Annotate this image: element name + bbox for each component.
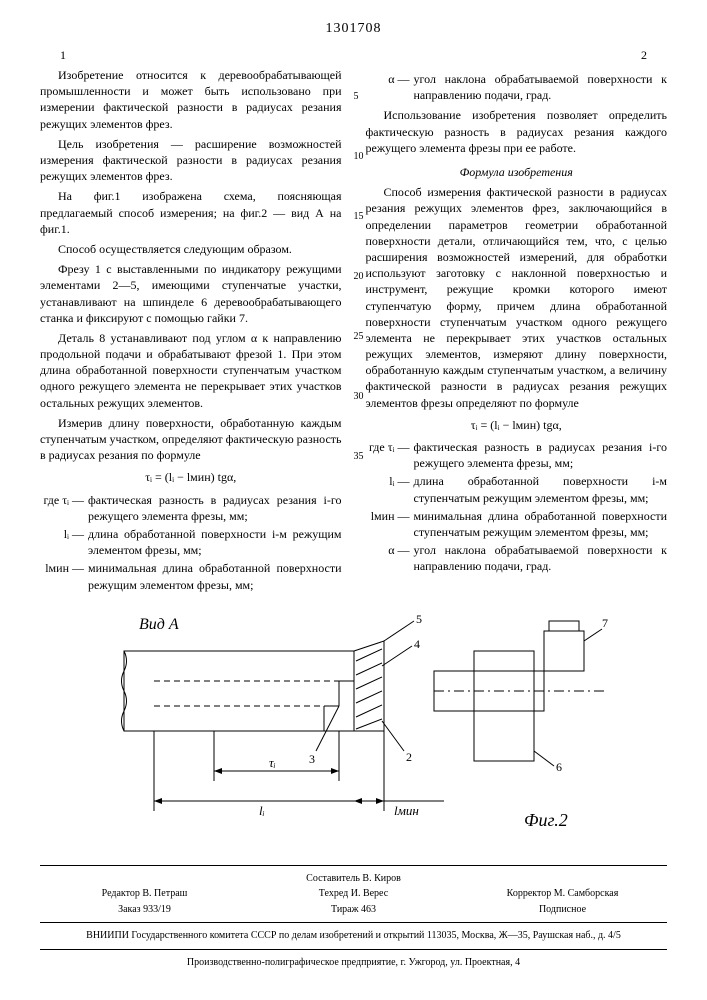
def-term: lᵢ — (366, 473, 414, 505)
formula-left: τᵢ = (lᵢ − lмин) tgα, (40, 469, 342, 485)
line-mark: 15 (354, 210, 364, 224)
para-figs: На фиг.1 изображена схема, поясняющая пр… (40, 188, 342, 237)
line-mark: 25 (354, 330, 364, 344)
line-mark: 5 (354, 90, 359, 104)
divider (40, 922, 667, 923)
line-mark: 35 (354, 450, 364, 464)
para-measure: Измерив длину поверхности, обработанную … (40, 415, 342, 464)
print: Производственно-полиграфическое предприя… (40, 956, 667, 970)
view-label: Вид А (139, 616, 179, 633)
tirazh: Тираж 463 (249, 903, 458, 917)
formula-right: τᵢ = (lᵢ − lмин) tgα, (366, 417, 668, 433)
def-desc: фактическая разность в радиусах резания … (88, 492, 342, 524)
def-desc: минимальная длина обработанной поверхнос… (414, 508, 668, 540)
label-6: 6 (556, 760, 562, 774)
label-7: 7 (602, 616, 608, 630)
corrector: Корректор М. Самборская (458, 887, 667, 901)
label-3: 3 (309, 752, 315, 766)
para-intro: Изобретение относится к деревообрабатыва… (40, 67, 342, 132)
def-desc: длина обработанной поверхности i-м ступе… (414, 473, 668, 505)
dim-ti: τᵢ (269, 755, 276, 770)
figure-caption: Фиг.2 (524, 810, 568, 830)
para-detail: Деталь 8 устанавливают под углом α к нап… (40, 330, 342, 411)
dim-lmin: lмин (394, 803, 419, 818)
def-term: lмин — (366, 508, 414, 540)
def-desc: угол наклона обрабатываемой поверхности … (414, 71, 668, 103)
def-desc: длина обработанной поверхности i-м режущ… (88, 526, 342, 558)
def-term: lᵢ — (40, 526, 88, 558)
alpha-def-right: α —угол наклона обрабатываемой поверхнос… (366, 71, 668, 103)
sign: Подписное (458, 903, 667, 917)
vniipi: ВНИИПИ Государственного комитета СССР по… (40, 929, 667, 943)
line-mark: 30 (354, 390, 364, 404)
col-num-right: 2 (641, 47, 647, 63)
def-desc: фактическая разность в радиусах резания … (414, 439, 668, 471)
label-2: 2 (406, 750, 412, 764)
order: Заказ 933/19 (40, 903, 249, 917)
col-num-left: 1 (60, 47, 66, 63)
claims-title: Формула изобретения (366, 164, 668, 180)
line-mark: 10 (354, 150, 364, 164)
def-desc: угол наклона обрабатываемой поверхности … (414, 542, 668, 574)
claim-text: Способ измерения фактической разности в … (366, 184, 668, 411)
para-method: Способ осуществляется следующим образом. (40, 241, 342, 257)
figure-svg: Вид А 5 4 3 2 τᵢ (94, 611, 614, 851)
line-mark: 20 (354, 270, 364, 284)
figure-2: Вид А 5 4 3 2 τᵢ (40, 611, 667, 855)
label-4: 4 (414, 637, 420, 651)
label-5: 5 (416, 612, 422, 626)
def-term: α — (366, 71, 414, 103)
tech: Техред И. Верес (249, 887, 458, 901)
definitions-right: где τᵢ —фактическая разность в радиусах … (366, 439, 668, 575)
divider (40, 865, 667, 866)
def-term: где τᵢ — (366, 439, 414, 471)
footer: Составитель В. Киров Редактор В. Петраш … (40, 872, 667, 970)
editor: Редактор В. Петраш (40, 887, 249, 901)
compiler: Составитель В. Киров (40, 872, 667, 886)
def-term: lмин — (40, 560, 88, 592)
definitions-left: где τᵢ —фактическая разность в радиусах … (40, 492, 342, 593)
def-term: α — (366, 542, 414, 574)
para-setup: Фрезу 1 с выставленными по индикатору ре… (40, 261, 342, 326)
dim-li: lᵢ (259, 803, 265, 818)
def-term: где τᵢ — (40, 492, 88, 524)
divider (40, 949, 667, 950)
para-use: Использование изобретения позволяет опре… (366, 107, 668, 156)
para-goal: Цель изобретения — расширение возможност… (40, 136, 342, 185)
def-desc: минимальная длина обработанной поверхнос… (88, 560, 342, 592)
patent-number: 1301708 (40, 20, 667, 39)
